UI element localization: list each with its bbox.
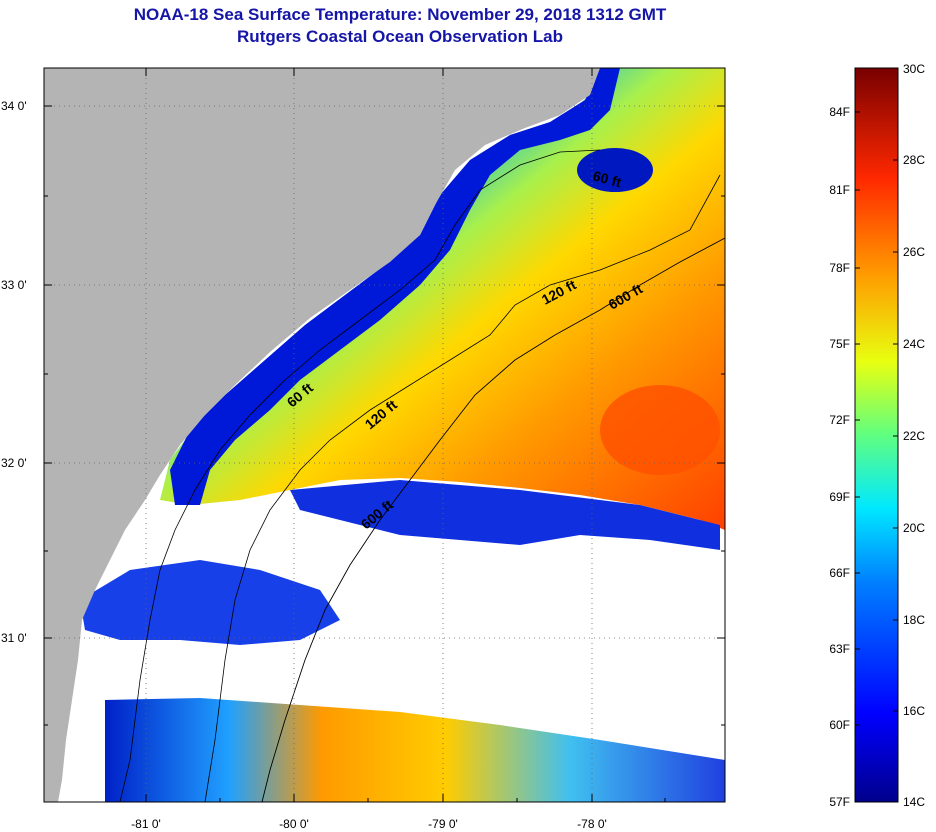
map-frame <box>43 67 726 803</box>
sst-south-band <box>105 698 725 802</box>
colorbar-f-label: 63F <box>829 642 850 656</box>
colorbar-c-label: 22C <box>903 429 925 443</box>
lon-label: -80 0' <box>279 817 309 831</box>
colorbar <box>854 67 899 803</box>
lon-label: -78 0' <box>577 817 607 831</box>
colorbar-c-label: 20C <box>903 521 925 535</box>
colorbar-f-ticks <box>855 111 860 726</box>
contour-label: 60 ft <box>591 167 623 190</box>
axis-ticks <box>44 68 725 802</box>
colorbar-c-label: 18C <box>903 613 925 627</box>
lat-label: 33 0' <box>1 278 27 292</box>
lat-label: 32 0' <box>1 456 27 470</box>
colorbar-c-label: 16C <box>903 704 925 718</box>
colorbar-f-label: 78F <box>829 261 850 275</box>
lat-label: 34 0' <box>1 99 27 113</box>
contour-60ft <box>119 149 601 802</box>
contour-120ft <box>204 174 721 802</box>
colorbar-c-label: 30C <box>903 62 925 76</box>
colorbar-c-label: 26C <box>903 245 925 259</box>
nearshore-cold-water <box>170 68 620 505</box>
land <box>44 68 600 802</box>
lon-label: -79 0' <box>428 817 458 831</box>
lon-label: -81 0' <box>131 817 161 831</box>
map-title: NOAA-18 Sea Surface Temperature: Novembe… <box>133 5 667 24</box>
colorbar-f-label: 72F <box>829 413 850 427</box>
map-subtitle: Rutgers Coastal Ocean Observation Lab <box>237 27 563 46</box>
colorbar-f-label: 75F <box>829 337 850 351</box>
colorbar-c-label: 24C <box>903 337 925 351</box>
contour-600ft <box>261 237 725 802</box>
colorbar-f-label: 81F <box>829 183 850 197</box>
warm-core <box>600 385 720 475</box>
colorbar-c-ticks <box>893 159 898 712</box>
sst-patch-west <box>80 560 340 645</box>
colorbar-f-label: 84F <box>829 105 850 119</box>
graticule <box>44 68 725 802</box>
cold-eddy <box>577 148 653 192</box>
colorbar-c-label: 14C <box>903 795 925 809</box>
colorbar-f-label: 66F <box>829 566 850 580</box>
colorbar-f-label: 69F <box>829 490 850 504</box>
colorbar-f-label: 60F <box>829 718 850 732</box>
sst-patch-mid <box>290 480 720 550</box>
colorbar-f-label: 57F <box>829 795 850 809</box>
lat-label: 31 0' <box>1 631 27 645</box>
colorbar-c-label: 28C <box>903 153 925 167</box>
sst-field <box>160 68 725 530</box>
